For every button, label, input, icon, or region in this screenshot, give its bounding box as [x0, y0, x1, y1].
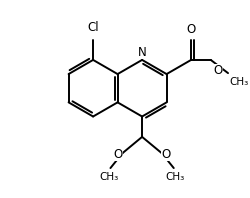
Text: N: N	[138, 46, 146, 59]
Text: CH₃: CH₃	[100, 172, 119, 182]
Text: O: O	[161, 148, 170, 161]
Text: O: O	[114, 148, 123, 161]
Text: CH₃: CH₃	[165, 172, 184, 182]
Text: CH₃: CH₃	[229, 77, 248, 88]
Text: O: O	[186, 23, 196, 36]
Text: Cl: Cl	[87, 21, 99, 34]
Text: O: O	[214, 64, 223, 77]
